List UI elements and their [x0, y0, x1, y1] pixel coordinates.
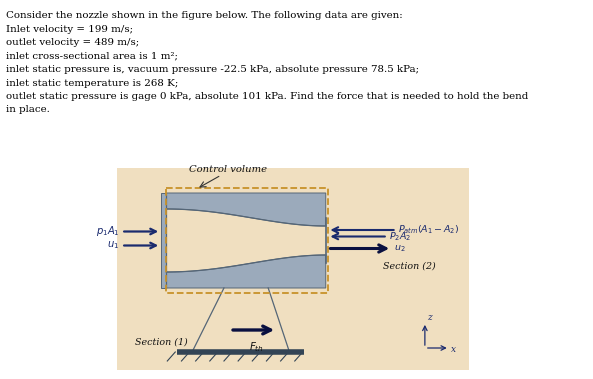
- Text: outlet velocity = 489 m/s;: outlet velocity = 489 m/s;: [6, 38, 139, 47]
- Text: Section (1): Section (1): [135, 338, 187, 346]
- Bar: [117, 168, 469, 370]
- Polygon shape: [167, 255, 326, 288]
- Text: inlet cross-sectional area is 1 m²;: inlet cross-sectional area is 1 m²;: [6, 52, 178, 61]
- Text: x: x: [451, 345, 457, 354]
- Text: $P_{atm}(A_1 - A_2)$: $P_{atm}(A_1 - A_2)$: [398, 224, 460, 236]
- Text: inlet static temperature is 268 K;: inlet static temperature is 268 K;: [6, 78, 178, 88]
- Text: $p_1A_1$: $p_1A_1$: [95, 224, 120, 238]
- Polygon shape: [167, 193, 326, 226]
- Text: inlet static pressure is, vacuum pressure -22.5 kPa, absolute pressure 78.5 kPa;: inlet static pressure is, vacuum pressur…: [6, 65, 419, 74]
- Text: Inlet velocity = 199 m/s;: Inlet velocity = 199 m/s;: [6, 25, 133, 33]
- Text: $u_1$: $u_1$: [107, 240, 120, 251]
- Text: $u_2$: $u_2$: [394, 243, 406, 254]
- Text: $F_{th}$: $F_{th}$: [249, 340, 264, 354]
- Text: Section (2): Section (2): [383, 262, 436, 271]
- Text: z: z: [426, 313, 431, 322]
- Text: Control volume: Control volume: [189, 165, 267, 174]
- Text: $P_2A_2$: $P_2A_2$: [390, 230, 412, 243]
- Bar: [161, 193, 167, 288]
- Text: Consider the nozzle shown in the figure below. The following data are given:: Consider the nozzle shown in the figure …: [6, 11, 403, 20]
- Text: outlet static pressure is gage 0 kPa, absolute 101 kPa. Find the force that is n: outlet static pressure is gage 0 kPa, ab…: [6, 92, 528, 101]
- Text: in place.: in place.: [6, 105, 50, 114]
